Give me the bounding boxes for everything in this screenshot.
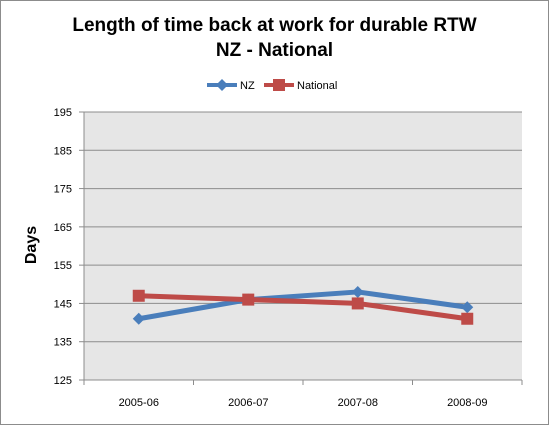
data-point-nz	[132, 312, 145, 325]
data-point-national	[242, 293, 255, 306]
y-tick-label: 135	[54, 337, 72, 349]
y-tick-label: 165	[54, 222, 72, 234]
x-tick-label: 2008-09	[447, 397, 487, 409]
series-line-national	[136, 293, 470, 322]
y-axis-label: Days	[23, 226, 40, 264]
y-tick-label: 155	[54, 260, 72, 272]
x-tick-label: 2007-08	[338, 397, 378, 409]
series-line-nz	[136, 289, 470, 322]
chart-title-line-2: NZ - National	[215, 40, 334, 61]
data-point-nz	[461, 301, 474, 314]
y-tick-label: 185	[54, 145, 72, 157]
legend-marker-nz	[216, 79, 228, 91]
series-lines	[136, 289, 470, 322]
legend: NZ National	[207, 79, 337, 92]
chart-title-line-1: Length of time back at work for durable …	[72, 15, 477, 36]
x-tick-labels: 2005-06 2006-07 2007-08 2008-09	[119, 397, 488, 409]
y-tick-label: 125	[54, 375, 72, 387]
data-point-nz	[351, 285, 364, 298]
data-point-national	[351, 297, 364, 310]
y-tick-label: 195	[54, 107, 72, 119]
x-tick-label: 2006-07	[228, 397, 268, 409]
y-tick-label: 175	[54, 184, 72, 196]
legend-marker-national	[273, 79, 285, 91]
series-markers	[132, 285, 474, 325]
axes	[79, 111, 523, 385]
data-point-national	[461, 312, 474, 325]
plot-area	[84, 112, 522, 380]
legend-label-nz: NZ	[240, 80, 255, 92]
x-tick-label: 2005-06	[119, 397, 159, 409]
y-tick-labels: 125 135 145 155 165 175 185 195	[54, 107, 72, 387]
data-point-national	[132, 289, 145, 302]
y-tick-label: 145	[54, 298, 72, 310]
legend-label-national: National	[297, 80, 337, 92]
